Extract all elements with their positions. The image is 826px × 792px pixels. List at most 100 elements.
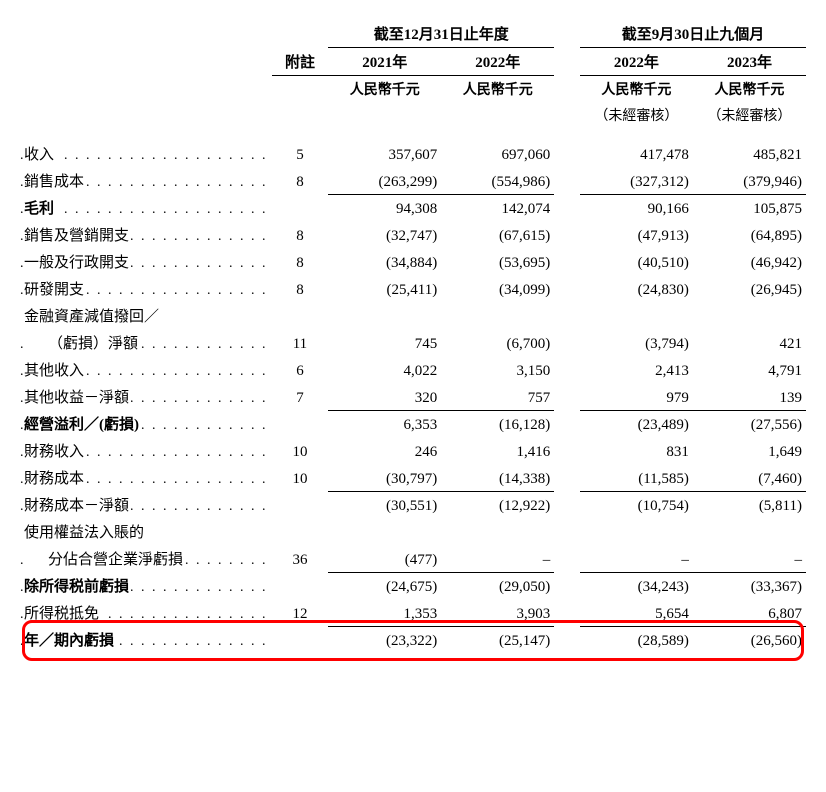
- row-fincost: 財務成本 10 (30,797) (14,338) (11,585) (7,46…: [20, 464, 806, 491]
- val-pretax-1: (29,050): [441, 572, 554, 599]
- val-taxcredit-3: 6,807: [693, 599, 806, 626]
- row-equity-line1: 使用權益法入賬的: [20, 518, 806, 545]
- val-equity-0: (477): [328, 545, 441, 572]
- label-otherinc: 其他收入: [24, 363, 86, 379]
- val-revenue-3: 485,821: [693, 140, 806, 167]
- note-equity: 36: [272, 545, 329, 572]
- val-revenue-2: 417,478: [580, 140, 693, 167]
- header-2021: 2021年: [328, 48, 441, 76]
- val-opprofit-2: (23,489): [580, 410, 693, 437]
- label-revenue: 收入: [24, 147, 56, 163]
- header-year-row: 附註 2021年 2022年 2022年 2023年: [20, 48, 806, 76]
- val-cogs-1: (554,986): [441, 167, 554, 194]
- val-admin-0: (34,884): [328, 248, 441, 275]
- row-equity-line2: 分佔合營企業淨虧損 36 (477) – – –: [20, 545, 806, 572]
- val-gross-2: 90,166: [580, 194, 693, 221]
- val-fininc-3: 1,649: [693, 437, 806, 464]
- val-periodloss-2: (28,589): [580, 626, 693, 653]
- note-finnet: [272, 491, 329, 518]
- header-unit-row: 人民幣千元 人民幣千元 人民幣千元 人民幣千元: [20, 76, 806, 103]
- unaudited-2: （未經審核）: [693, 102, 806, 128]
- val-rnd-2: (24,830): [580, 275, 693, 302]
- val-cogs-3: (379,946): [693, 167, 806, 194]
- label-periodloss: 年／期內虧損: [24, 633, 116, 649]
- note-selling: 8: [272, 221, 329, 248]
- note-admin: 8: [272, 248, 329, 275]
- val-periodloss-3: (26,560): [693, 626, 806, 653]
- val-fincost-2: (11,585): [580, 464, 693, 491]
- val-pretax-3: (33,367): [693, 572, 806, 599]
- val-pretax-0: (24,675): [328, 572, 441, 599]
- label-cogs: 銷售成本: [24, 174, 86, 190]
- val-rnd-0: (25,411): [328, 275, 441, 302]
- val-selling-0: (32,747): [328, 221, 441, 248]
- header-unaudited-row: （未經審核） （未經審核）: [20, 102, 806, 128]
- val-fincost-0: (30,797): [328, 464, 441, 491]
- note-pretax: [272, 572, 329, 599]
- unaudited-1: （未經審核）: [580, 102, 693, 128]
- note-cogs: 8: [272, 167, 329, 194]
- val-impair-3: 421: [693, 329, 806, 356]
- label-opprofit: 經營溢利／(虧損): [24, 417, 141, 433]
- header-2022a: 2022年: [441, 48, 554, 76]
- val-taxcredit-2: 5,654: [580, 599, 693, 626]
- val-otherinc-0: 4,022: [328, 356, 441, 383]
- row-taxcredit: 所得税抵免 12 1,353 3,903 5,654 6,807: [20, 599, 806, 626]
- val-otherinc-1: 3,150: [441, 356, 554, 383]
- header-group-2: 截至9月30日止九個月: [580, 20, 806, 48]
- val-othergain-2: 979: [580, 383, 693, 410]
- note-opprofit: [272, 410, 329, 437]
- val-fininc-1: 1,416: [441, 437, 554, 464]
- val-selling-3: (64,895): [693, 221, 806, 248]
- header-2023: 2023年: [693, 48, 806, 76]
- val-admin-2: (40,510): [580, 248, 693, 275]
- val-fincost-3: (7,460): [693, 464, 806, 491]
- val-finnet-3: (5,811): [693, 491, 806, 518]
- label-fininc: 財務收入: [24, 444, 86, 460]
- unit-3: 人民幣千元: [580, 76, 693, 103]
- row-rnd: 研發開支 8 (25,411) (34,099) (24,830) (26,94…: [20, 275, 806, 302]
- row-periodloss: 年／期內虧損 (23,322) (25,147) (28,589) (26,56…: [20, 626, 806, 653]
- note-periodloss: [272, 626, 329, 653]
- label-admin: 一般及行政開支: [24, 255, 131, 271]
- row-gross: 毛利 94,308 142,074 90,166 105,875: [20, 194, 806, 221]
- val-impair-1: (6,700): [441, 329, 554, 356]
- row-impair-line1: 金融資產減值撥回／: [20, 302, 806, 329]
- note-gross: [272, 194, 329, 221]
- val-opprofit-0: 6,353: [328, 410, 441, 437]
- val-rnd-3: (26,945): [693, 275, 806, 302]
- val-othergain-0: 320: [328, 383, 441, 410]
- val-revenue-1: 697,060: [441, 140, 554, 167]
- label-rnd: 研發開支: [24, 282, 86, 298]
- val-fininc-0: 246: [328, 437, 441, 464]
- val-taxcredit-0: 1,353: [328, 599, 441, 626]
- label-selling: 銷售及營銷開支: [24, 228, 131, 244]
- row-finnet: 財務成本－淨額 (30,551) (12,922) (10,754) (5,81…: [20, 491, 806, 518]
- val-equity-3: –: [693, 545, 806, 572]
- val-revenue-0: 357,607: [328, 140, 441, 167]
- note-impair: 11: [272, 329, 329, 356]
- row-admin: 一般及行政開支 8 (34,884) (53,695) (40,510) (46…: [20, 248, 806, 275]
- val-selling-1: (67,615): [441, 221, 554, 248]
- val-otherinc-2: 2,413: [580, 356, 693, 383]
- val-othergain-1: 757: [441, 383, 554, 410]
- label-impair1: 金融資產減值撥回／: [24, 309, 161, 325]
- note-revenue: 5: [272, 140, 329, 167]
- val-gross-0: 94,308: [328, 194, 441, 221]
- row-revenue: 收入 5 357,607 697,060 417,478 485,821: [20, 140, 806, 167]
- row-pretax: 除所得税前虧損 (24,675) (29,050) (34,243) (33,3…: [20, 572, 806, 599]
- val-rnd-1: (34,099): [441, 275, 554, 302]
- label-fincost: 財務成本: [24, 471, 86, 487]
- val-selling-2: (47,913): [580, 221, 693, 248]
- val-pretax-2: (34,243): [580, 572, 693, 599]
- val-periodloss-1: (25,147): [441, 626, 554, 653]
- val-cogs-0: (263,299): [328, 167, 441, 194]
- note-taxcredit: 12: [272, 599, 329, 626]
- val-equity-2: –: [580, 545, 693, 572]
- row-otherinc: 其他收入 6 4,022 3,150 2,413 4,791: [20, 356, 806, 383]
- note-fincost: 10: [272, 464, 329, 491]
- header-2022b: 2022年: [580, 48, 693, 76]
- val-gross-3: 105,875: [693, 194, 806, 221]
- financial-statement-table: 截至12月31日止年度 截至9月30日止九個月 附註 2021年 2022年 2…: [20, 20, 806, 653]
- label-equity1: 使用權益法入賬的: [24, 525, 146, 541]
